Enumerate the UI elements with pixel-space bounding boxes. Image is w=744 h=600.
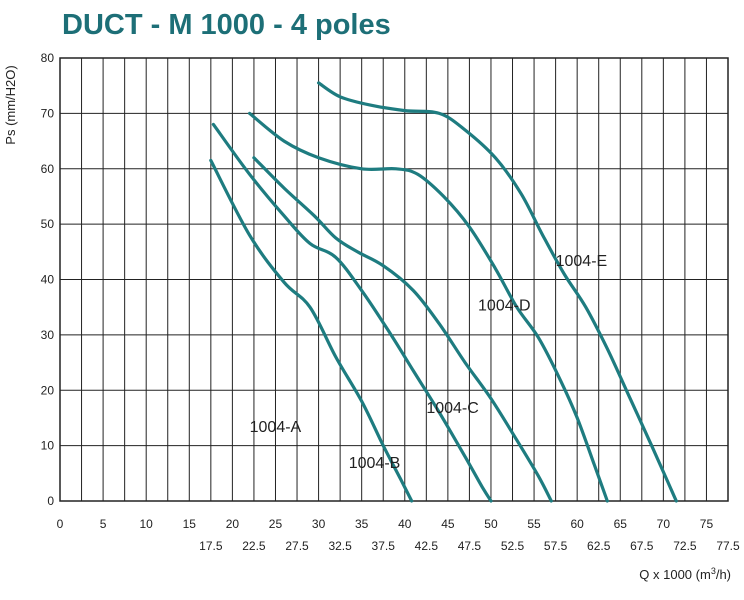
- plot-frame: [59, 57, 729, 502]
- x-tick-label-major: 40: [398, 517, 412, 531]
- x-tick-label-major: 5: [100, 517, 107, 531]
- x-tick-label-major: 35: [355, 517, 369, 531]
- x-tick-label-minor: 42.5: [415, 539, 439, 553]
- x-tick-label-major: 0: [57, 517, 64, 531]
- x-tick-label-minor: 57.5: [544, 539, 568, 553]
- x-tick-label-major: 10: [140, 517, 154, 531]
- y-tick-label: 80: [41, 51, 55, 65]
- series-label-1004-c: 1004-C: [426, 400, 478, 417]
- curve-1004-e: [317, 81, 678, 503]
- tick-labels: 0 10 20 30 40 50 60 70 80 0 5 10 15 20 25 30 35 40 45 50 55 6…: [41, 51, 740, 553]
- x-tick-label-major: 65: [614, 517, 628, 531]
- x-tick-label-minor: 47.5: [458, 539, 482, 553]
- x-tick-label-minor: 52.5: [501, 539, 525, 553]
- chart-title: DUCT - M 1000 - 4 poles: [62, 9, 391, 41]
- curve-1004-b: [211, 122, 493, 503]
- y-tick-label: 40: [41, 273, 55, 287]
- x-tick-label-minor: 27.5: [285, 539, 309, 553]
- curve-1004-a: [209, 158, 414, 503]
- y-tick-label: 20: [41, 383, 55, 397]
- x-tick-label-major: 20: [226, 517, 240, 531]
- x-tick-label-minor: 37.5: [372, 539, 396, 553]
- y-tick-label: 50: [41, 217, 55, 231]
- x-tick-label-minor: 22.5: [242, 539, 266, 553]
- x-tick-label-major: 45: [441, 517, 455, 531]
- x-tick-label-major: 25: [269, 517, 283, 531]
- x-axis-label: Q x 1000 (m3/h): [639, 566, 731, 582]
- x-tick-label-minor: 32.5: [328, 539, 352, 553]
- curve-1004-d: [248, 111, 609, 503]
- curves: [209, 81, 678, 503]
- x-tick-label-minor: 62.5: [587, 539, 611, 553]
- series-labels: 1004-A 1004-B 1004-C 1004-D 1004-E: [250, 253, 608, 472]
- series-label-1004-d: 1004-D: [478, 297, 530, 314]
- curve-1004-c: [252, 156, 553, 503]
- y-tick-label: 70: [41, 106, 55, 120]
- x-tick-label-minor: 17.5: [199, 539, 223, 553]
- y-axis-label: Ps (mm/H2O): [3, 65, 18, 144]
- x-tick-label-major: 50: [484, 517, 498, 531]
- series-label-1004-a: 1004-A: [250, 419, 302, 436]
- grid: [59, 57, 729, 502]
- x-tick-label-major: 75: [700, 517, 714, 531]
- x-tick-label-major: 30: [312, 517, 326, 531]
- y-tick-label: 60: [41, 162, 55, 176]
- x-tick-label-major: 15: [183, 517, 197, 531]
- y-tick-label: 10: [41, 439, 55, 453]
- y-tick-label: 0: [47, 494, 54, 508]
- x-tick-label-major: 55: [527, 517, 541, 531]
- series-label-1004-e: 1004-E: [556, 253, 608, 270]
- x-tick-label-major: 70: [657, 517, 671, 531]
- y-tick-label: 30: [41, 328, 55, 342]
- series-label-1004-b: 1004-B: [349, 455, 401, 472]
- x-tick-label-minor: 77.5: [716, 539, 740, 553]
- x-tick-label-minor: 67.5: [630, 539, 654, 553]
- x-tick-label-major: 60: [570, 517, 584, 531]
- x-tick-label-minor: 72.5: [673, 539, 697, 553]
